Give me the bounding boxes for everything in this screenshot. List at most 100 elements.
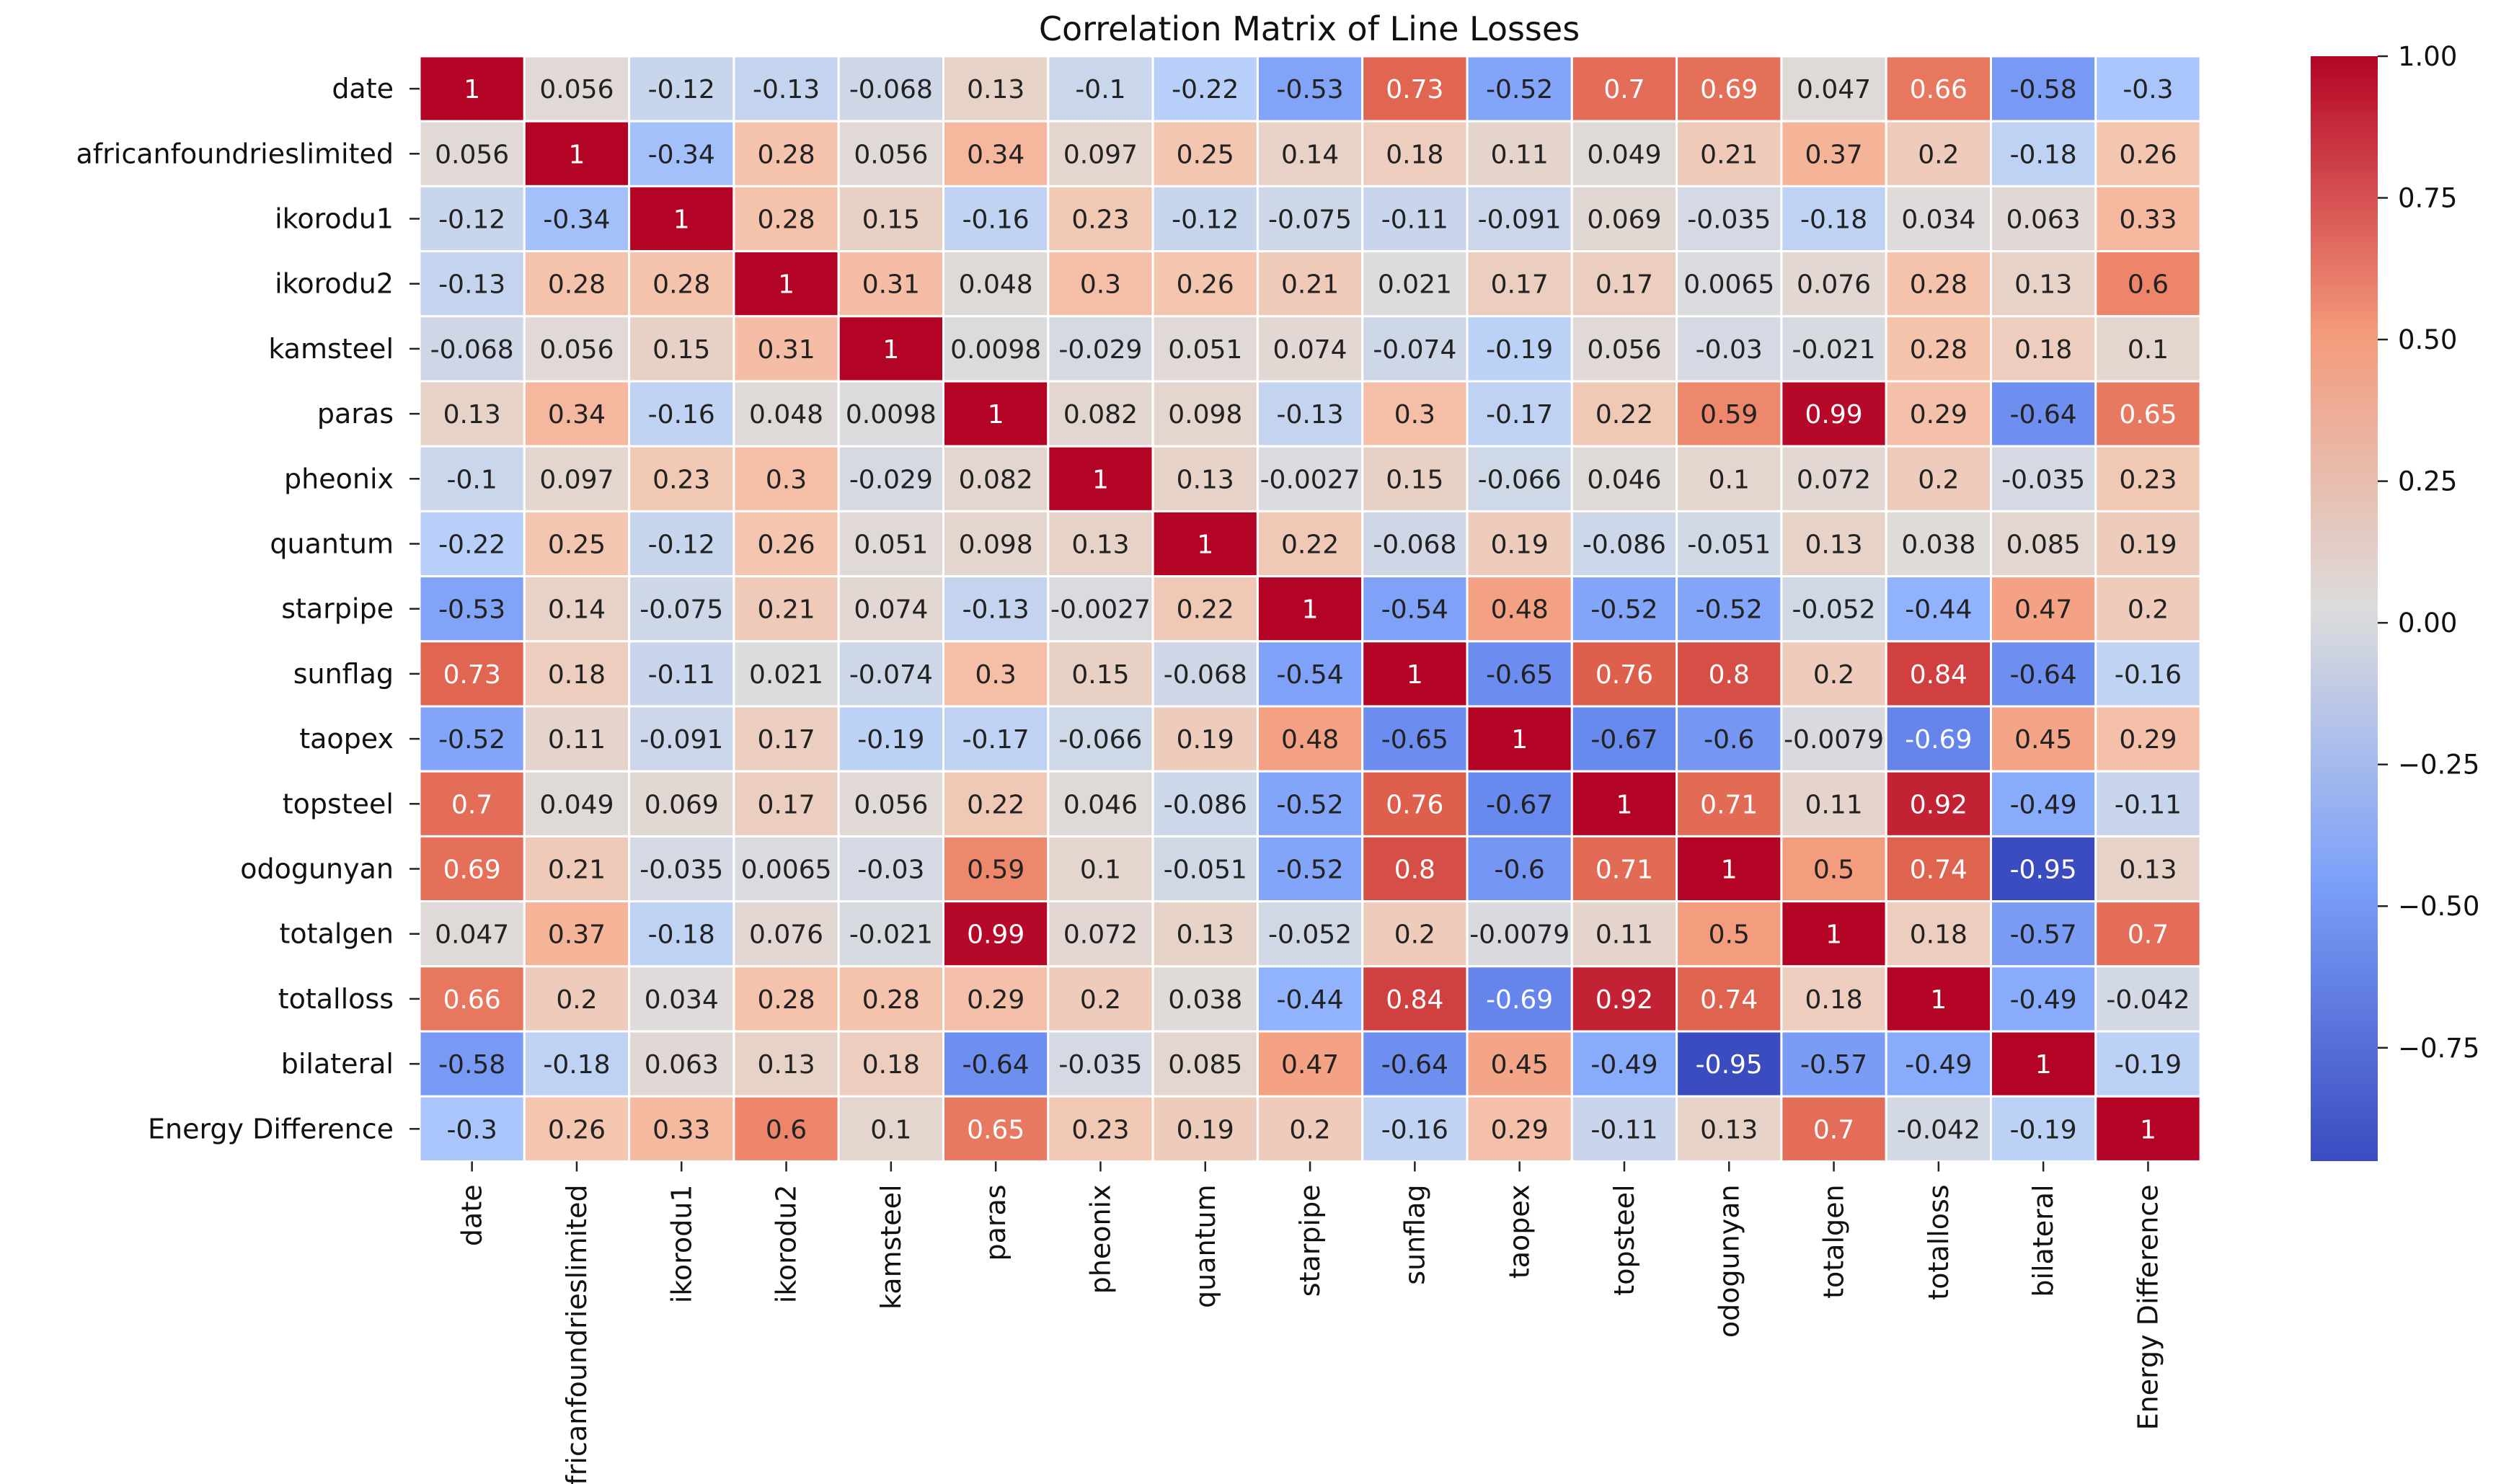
heatmap-cell bbox=[837, 120, 944, 187]
cell-value: 0.21 bbox=[548, 856, 606, 885]
cell-value: 0.8 bbox=[1394, 856, 1435, 885]
cell-value: -0.64 bbox=[962, 1050, 1030, 1080]
cell-value: -0.6 bbox=[1704, 725, 1754, 755]
heatmap-cell bbox=[1361, 770, 1469, 837]
cell-value: 0.0098 bbox=[950, 335, 1041, 365]
cell-value: -0.03 bbox=[857, 856, 924, 885]
cell-value: 0.11 bbox=[1595, 920, 1653, 950]
cell-value: 0.18 bbox=[1910, 920, 1968, 950]
heatmap-cell bbox=[732, 1030, 840, 1098]
cell-value: -0.0027 bbox=[1050, 595, 1151, 625]
colorbar-tick-label: −0.25 bbox=[2398, 750, 2479, 781]
cell-value: -0.086 bbox=[1164, 790, 1247, 819]
heatmap-cell bbox=[523, 575, 631, 643]
heatmap-cell bbox=[1885, 575, 1992, 643]
heatmap-cell bbox=[1361, 510, 1469, 578]
heatmap-cell bbox=[1361, 380, 1469, 448]
heatmap-cell bbox=[732, 380, 840, 448]
cell-value: 0.59 bbox=[1700, 400, 1758, 430]
x-tick-label: ikorodu1 bbox=[665, 1184, 697, 1303]
cell-value: -0.029 bbox=[1058, 335, 1142, 365]
cell-value: 0.37 bbox=[548, 920, 606, 950]
heatmap-cell bbox=[1570, 120, 1678, 187]
heatmap-cell bbox=[2094, 185, 2202, 253]
cell-value: 0.28 bbox=[1910, 335, 1968, 365]
heatmap-cell bbox=[523, 1095, 631, 1163]
heatmap-cell bbox=[1047, 1095, 1154, 1163]
cell-value: -0.03 bbox=[1696, 335, 1763, 365]
cell-value: 0.069 bbox=[645, 790, 719, 819]
cell-value: 1 bbox=[778, 270, 795, 300]
heatmap-cell bbox=[1466, 575, 1573, 643]
heatmap-cell bbox=[1780, 315, 1887, 383]
heatmap-cell bbox=[942, 55, 1050, 123]
cell-value: 1 bbox=[1825, 920, 1842, 950]
cell-value: -0.12 bbox=[648, 530, 715, 560]
cell-value: 0.097 bbox=[1063, 140, 1138, 169]
x-tick-label: date bbox=[456, 1184, 488, 1246]
cell-value: -0.64 bbox=[1381, 1050, 1448, 1080]
heatmap-cell bbox=[732, 1095, 840, 1163]
cell-value: 1 bbox=[988, 400, 1004, 430]
cell-value: 1 bbox=[882, 335, 899, 365]
cell-value: 1 bbox=[568, 140, 585, 169]
heatmap-cell bbox=[1151, 445, 1259, 512]
x-tick-label: paras bbox=[980, 1184, 1012, 1261]
heatmap-cell bbox=[1256, 575, 1364, 643]
heatmap-cell bbox=[732, 640, 840, 708]
heatmap-cell bbox=[1047, 835, 1154, 903]
heatmap-cell bbox=[418, 1030, 526, 1098]
cell-value: 0.69 bbox=[1700, 75, 1758, 105]
heatmap-cell bbox=[1151, 770, 1259, 837]
cell-value: -0.16 bbox=[1381, 1115, 1448, 1145]
cell-value: 0.097 bbox=[539, 465, 614, 494]
y-tick-label: paras bbox=[317, 398, 394, 430]
heatmap-cell bbox=[837, 445, 944, 512]
y-tick-label: ikorodu1 bbox=[275, 203, 394, 235]
cell-value: -0.57 bbox=[1800, 1050, 1867, 1080]
heatmap-cell bbox=[1570, 835, 1678, 903]
cell-value: 0.11 bbox=[548, 725, 606, 755]
cell-value: -0.16 bbox=[2115, 660, 2182, 690]
cell-value: 0.0065 bbox=[1683, 270, 1774, 300]
cell-value: 0.28 bbox=[652, 270, 710, 300]
cell-value: -0.051 bbox=[1687, 530, 1771, 560]
cell-value: 0.21 bbox=[1281, 270, 1339, 300]
heatmap-cell bbox=[732, 835, 840, 903]
heatmap-cell bbox=[1361, 250, 1469, 318]
heatmap-cell bbox=[837, 1030, 944, 1098]
cell-value: 0.15 bbox=[1386, 465, 1443, 494]
cell-value: 0.19 bbox=[1177, 1115, 1234, 1145]
cell-value: -0.042 bbox=[1897, 1115, 1980, 1145]
heatmap-cell bbox=[732, 770, 840, 837]
heatmap-cell bbox=[942, 770, 1050, 837]
cell-value: 1 bbox=[1511, 725, 1528, 755]
y-tick-label: starpipe bbox=[281, 593, 394, 625]
cell-value: 0.047 bbox=[1797, 75, 1871, 105]
heatmap-cell bbox=[1780, 55, 1887, 123]
cell-value: 0.056 bbox=[1587, 335, 1661, 365]
cell-value: 0.26 bbox=[757, 530, 815, 560]
heatmap-cell bbox=[837, 250, 944, 318]
heatmap-cell bbox=[1676, 380, 1783, 448]
cell-value: 0.26 bbox=[1177, 270, 1234, 300]
heatmap-cell bbox=[2094, 1095, 2202, 1163]
heatmap-cell bbox=[523, 1030, 631, 1098]
cell-value: -0.44 bbox=[1905, 595, 1972, 625]
cell-value: 0.1 bbox=[870, 1115, 911, 1145]
heatmap-cell bbox=[732, 120, 840, 187]
cell-value: 0.73 bbox=[443, 660, 501, 690]
heatmap-cell bbox=[2094, 1030, 2202, 1098]
cell-value: -0.49 bbox=[1905, 1050, 1972, 1080]
cell-value: 0.17 bbox=[757, 725, 815, 755]
cell-value: 0.29 bbox=[2119, 725, 2177, 755]
heatmap-cell bbox=[523, 250, 631, 318]
y-tick-label: africanfoundrieslimited bbox=[76, 138, 394, 169]
heatmap-cell bbox=[523, 640, 631, 708]
cell-value: 0.3 bbox=[766, 465, 807, 494]
cell-value: -0.068 bbox=[430, 335, 514, 365]
cell-value: -0.58 bbox=[438, 1050, 505, 1080]
cell-value: 0.19 bbox=[2119, 530, 2177, 560]
heatmap-cell bbox=[1676, 315, 1783, 383]
cell-value: 0.8 bbox=[1709, 660, 1750, 690]
